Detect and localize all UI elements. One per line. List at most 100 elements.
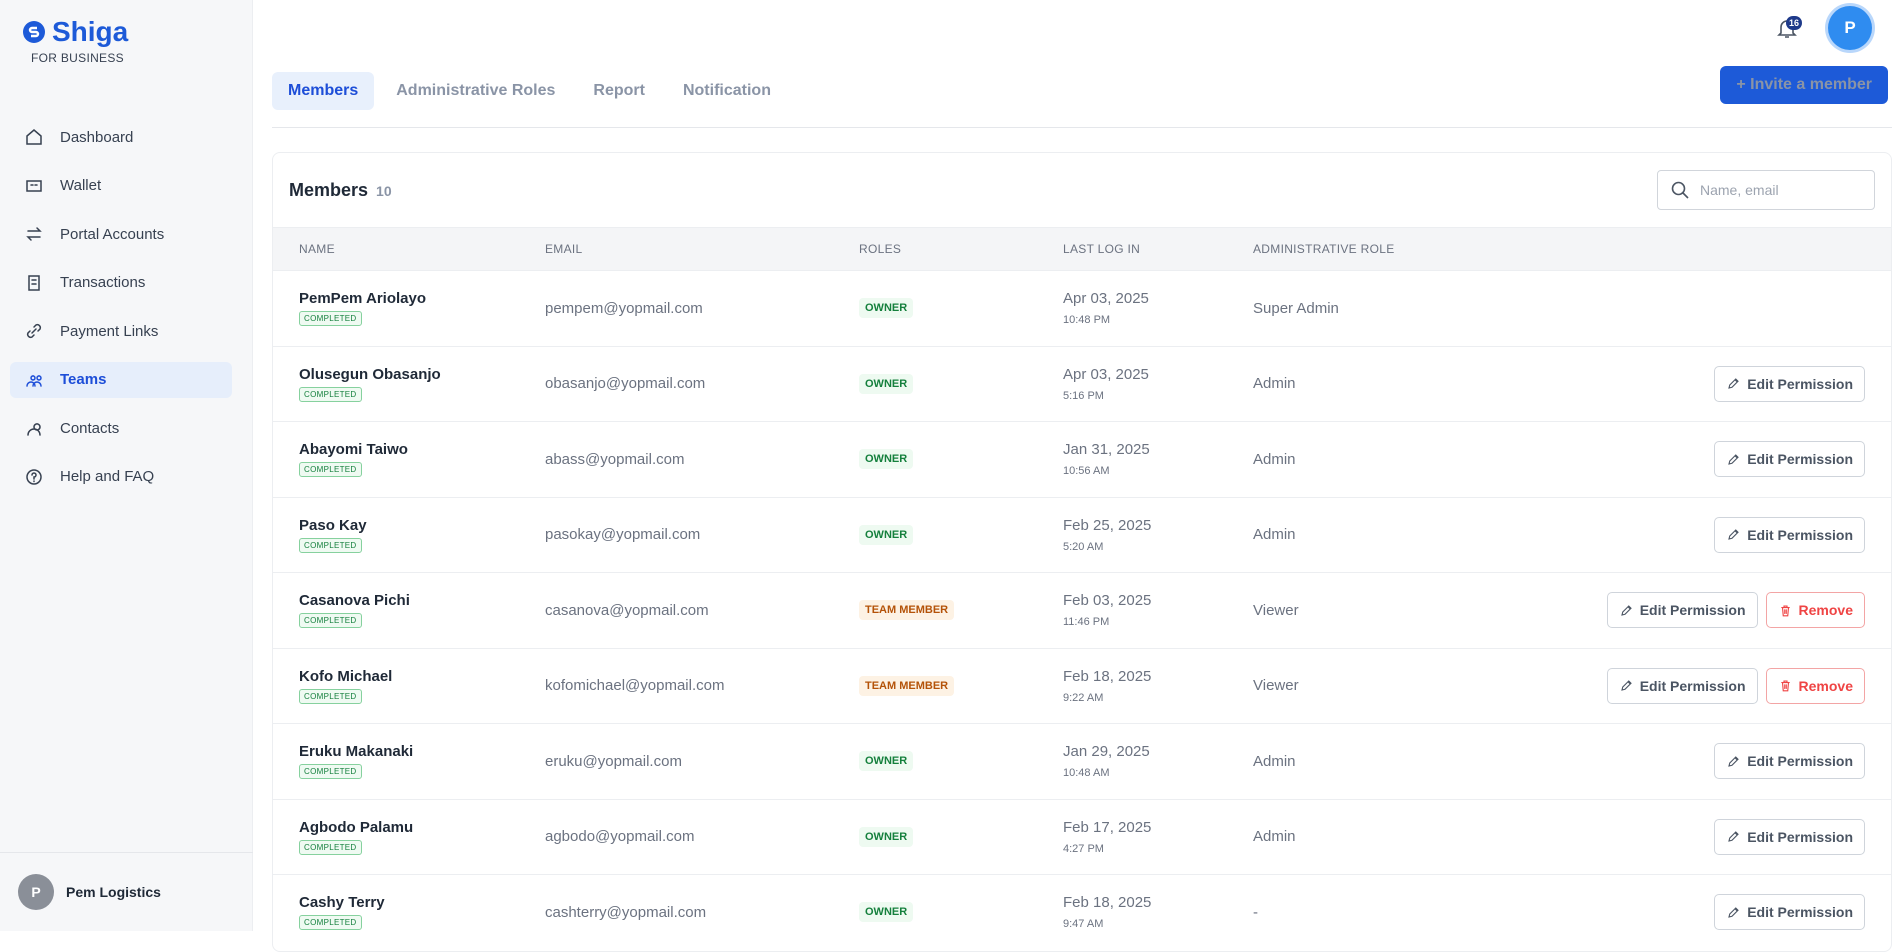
member-email: pempem@yopmail.com bbox=[545, 299, 703, 317]
member-name: Olusegun Obasanjo bbox=[299, 365, 441, 383]
login-date: Apr 03, 2025 bbox=[1063, 290, 1149, 308]
role-badge: OWNER bbox=[859, 751, 914, 772]
actions: Edit Permission bbox=[1714, 516, 1865, 553]
login-cell: Feb 03, 2025 11:46 PM bbox=[1063, 592, 1253, 628]
icon bbox=[26, 227, 42, 241]
nav-label: Contacts bbox=[60, 419, 120, 437]
table-header: NAME EMAIL ROLES LAST LOG IN ADMINISTRATIVE … bbox=[273, 227, 1891, 270]
member-email: cashterry@yopmail.com bbox=[545, 903, 707, 921]
member-name: Casanova Pichi bbox=[299, 592, 410, 610]
table-body: PemPem Ariolayo COMPLETED pempem@yopmail.c… bbox=[273, 270, 1891, 950]
admin-role: Viewer bbox=[1253, 677, 1299, 695]
members-title: Members bbox=[289, 179, 369, 200]
role-cell: OWNER bbox=[859, 826, 1063, 847]
role-badge: OWNER bbox=[859, 298, 914, 319]
column-header: EMAIL bbox=[545, 242, 583, 256]
admin-role: Admin bbox=[1253, 526, 1296, 544]
login-cell: Apr 03, 2025 5:16 PM bbox=[1063, 366, 1253, 402]
role-cell: TEAM MEMBER bbox=[859, 675, 1063, 696]
edit-permission-button[interactable]: Edit Permission bbox=[1714, 743, 1865, 780]
icon bbox=[1620, 680, 1632, 692]
button-label: Remove bbox=[1798, 677, 1853, 694]
edit-permission-button[interactable]: Edit Permission bbox=[1714, 441, 1865, 478]
notification-count: 16 bbox=[1786, 16, 1803, 30]
account[interactable]: P Pem Logistics bbox=[0, 852, 253, 931]
table-row: Casanova Pichi COMPLETED casanova@yopmail.… bbox=[273, 572, 1891, 648]
tab[interactable]: Administrative Roles bbox=[396, 82, 556, 99]
edit-permission-button[interactable]: Edit Permission bbox=[1714, 365, 1865, 402]
login-time: 9:22 AM bbox=[1063, 691, 1104, 704]
tab[interactable]: Report bbox=[593, 82, 645, 99]
nav-item[interactable]: Payment Links bbox=[10, 313, 232, 349]
login-cell: Apr 03, 2025 10:48 PM bbox=[1063, 290, 1253, 326]
actions: Edit Permission bbox=[1714, 441, 1865, 478]
login-time: 9:47 AM bbox=[1063, 918, 1104, 931]
table-row: Paso Kay COMPLETED pasokay@yopmail.com OWNE… bbox=[273, 496, 1891, 573]
nav-item[interactable]: Wallet bbox=[10, 168, 232, 204]
nav-item[interactable]: Contacts bbox=[10, 410, 232, 446]
admin-role: Admin bbox=[1253, 828, 1296, 846]
admin-role: Admin bbox=[1253, 752, 1296, 770]
nav-label: Dashboard bbox=[60, 128, 134, 146]
logo-icon bbox=[23, 21, 45, 43]
brand-name: Shiga bbox=[52, 16, 129, 47]
member-name: Agbodo Palamu bbox=[299, 818, 414, 836]
login-cell: Jan 29, 2025 10:48 AM bbox=[1063, 743, 1253, 779]
nav-item[interactable]: Help and FAQ bbox=[10, 459, 232, 495]
icon bbox=[1620, 604, 1632, 616]
role-badge: OWNER bbox=[859, 373, 914, 394]
login-time: 5:16 PM bbox=[1063, 389, 1104, 402]
tab[interactable]: Notification bbox=[682, 82, 771, 99]
sidebar: Shiga FOR BUSINESS Dashboard Wallet Portal… bbox=[0, 0, 253, 931]
icon bbox=[1728, 453, 1739, 465]
invite-button[interactable]: + Invite a member bbox=[1720, 66, 1888, 104]
admin-cell: Viewer Edit Permission Remove bbox=[1253, 592, 1865, 629]
edit-permission-button[interactable]: Edit Permission bbox=[1714, 894, 1865, 931]
role-cell: OWNER bbox=[859, 449, 1063, 470]
nav-item[interactable]: Transactions bbox=[10, 265, 232, 301]
icon bbox=[1780, 680, 1790, 692]
nav-item[interactable]: Dashboard bbox=[10, 119, 232, 155]
search-input[interactable]: Name, email bbox=[1657, 170, 1875, 210]
nav-item[interactable]: Portal Accounts bbox=[10, 216, 232, 252]
login-cell: Jan 31, 2025 10:56 AM bbox=[1063, 441, 1253, 477]
logo: Shiga bbox=[22, 16, 128, 48]
name-cell: PemPem Ariolayo COMPLETED bbox=[299, 290, 545, 327]
status-badge: COMPLETED bbox=[299, 462, 362, 478]
remove-button[interactable]: Remove bbox=[1765, 592, 1865, 629]
edit-permission-button[interactable]: Edit Permission bbox=[1606, 667, 1758, 704]
remove-button[interactable]: Remove bbox=[1765, 667, 1865, 704]
status-badge: COMPLETED bbox=[299, 537, 362, 553]
member-name: PemPem Ariolayo bbox=[299, 290, 426, 308]
notifications[interactable]: 16 bbox=[1772, 13, 1803, 43]
edit-permission-button[interactable]: Edit Permission bbox=[1714, 818, 1865, 855]
table-row: Kofo Michael COMPLETED kofomichael@yopmail… bbox=[273, 647, 1891, 724]
icon bbox=[1728, 529, 1739, 541]
topbar: 16 P bbox=[1772, 6, 1872, 50]
icon bbox=[28, 274, 40, 291]
name-cell: Paso Kay COMPLETED bbox=[299, 517, 545, 553]
name-cell: Kofo Michael COMPLETED bbox=[299, 668, 545, 704]
edit-permission-button[interactable]: Edit Permission bbox=[1606, 592, 1758, 629]
nav-label: Transactions bbox=[60, 274, 146, 291]
login-cell: Feb 18, 2025 9:47 AM bbox=[1063, 894, 1253, 930]
role-badge: OWNER bbox=[859, 449, 914, 470]
login-date: Jan 29, 2025 bbox=[1063, 743, 1150, 761]
profile-avatar[interactable]: P bbox=[1828, 6, 1872, 50]
table-row: PemPem Ariolayo COMPLETED pempem@yopmail.c… bbox=[273, 270, 1891, 346]
nav-item[interactable]: Teams bbox=[10, 361, 232, 398]
login-date: Jan 31, 2025 bbox=[1063, 441, 1150, 459]
icon bbox=[27, 423, 41, 436]
status-badge: COMPLETED bbox=[299, 613, 362, 629]
nav-label: Payment Links bbox=[60, 322, 159, 340]
edit-permission-button[interactable]: Edit Permission bbox=[1714, 516, 1865, 553]
member-email: eruku@yopmail.com bbox=[545, 752, 682, 770]
icon bbox=[1780, 605, 1790, 617]
status-badge: COMPLETED bbox=[299, 386, 362, 402]
actions: Edit Permission bbox=[1714, 365, 1865, 402]
tab[interactable]: Members bbox=[272, 72, 375, 110]
button-label: Edit Permission bbox=[1747, 828, 1853, 845]
name-cell: Agbodo Palamu COMPLETED bbox=[299, 819, 545, 855]
role-cell: OWNER bbox=[859, 298, 1063, 319]
column-header: NAME bbox=[299, 242, 335, 256]
